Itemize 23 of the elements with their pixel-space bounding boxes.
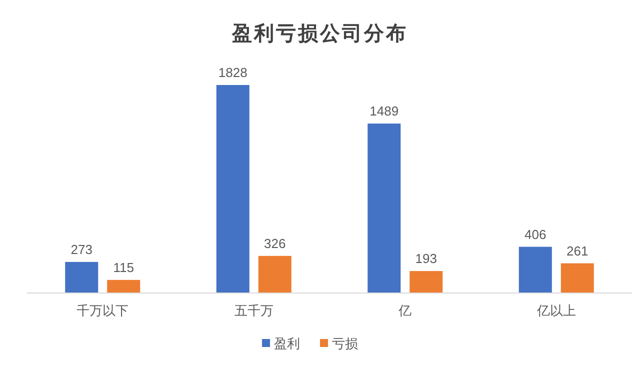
data-label: 326 — [264, 236, 286, 251]
data-label: 1828 — [218, 65, 248, 80]
bar — [560, 263, 594, 293]
bar — [258, 256, 292, 293]
bar — [368, 124, 401, 293]
legend-label: 盈利 — [274, 336, 300, 351]
data-label: 406 — [524, 226, 546, 242]
bar — [65, 262, 98, 293]
chart-title: 盈利亏损公司分布 — [231, 22, 408, 45]
x-tick-label: 亿以上 — [536, 303, 576, 318]
bar — [107, 280, 140, 293]
legend-label: 亏损 — [332, 336, 358, 351]
data-label: 273 — [70, 242, 92, 257]
bar — [216, 85, 250, 293]
data-label: 193 — [415, 251, 437, 266]
x-tick-label: 亿 — [398, 303, 412, 318]
data-label: 261 — [566, 243, 588, 258]
bar — [518, 246, 552, 293]
x-tick-label: 五千万 — [234, 303, 274, 318]
data-label: 115 — [113, 260, 134, 275]
bar — [410, 271, 443, 293]
data-label: 1489 — [370, 104, 399, 119]
x-tick-label: 千万以下 — [76, 303, 129, 318]
